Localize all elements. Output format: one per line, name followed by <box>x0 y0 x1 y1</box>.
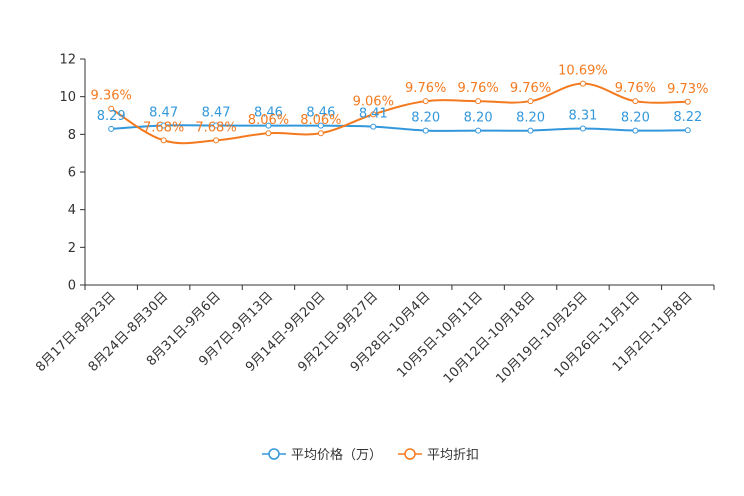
data-label: 8.29 <box>97 109 126 124</box>
data-point <box>265 122 272 129</box>
data-point <box>422 127 429 134</box>
data-label: 7.68% <box>143 120 184 135</box>
data-point <box>317 130 324 137</box>
legend-label: 平均价格（万） <box>291 447 382 463</box>
data-point <box>265 130 272 137</box>
data-label: 8.22 <box>673 110 702 125</box>
data-point <box>632 98 639 105</box>
data-point <box>108 125 115 132</box>
y-tick-label: 12 <box>59 53 76 68</box>
data-point <box>422 98 429 105</box>
legend-item-1: 平均价格（万） <box>262 447 382 463</box>
legend: 平均价格（万） 平均折扣 <box>262 447 479 463</box>
legend-item-2: 平均折扣 <box>398 448 479 463</box>
y-tick-label: 4 <box>68 203 76 218</box>
data-label: 9.76% <box>457 81 498 96</box>
data-point <box>213 122 220 129</box>
data-point <box>160 137 167 144</box>
data-label: 9.76% <box>615 81 656 96</box>
data-label: 9.06% <box>353 94 394 109</box>
data-point <box>475 98 482 105</box>
series-line-1 <box>111 124 688 132</box>
data-label: 8.06% <box>300 113 341 128</box>
series-line-2 <box>110 82 688 145</box>
y-tick-label: 6 <box>68 166 76 181</box>
data-label: 8.20 <box>464 111 493 126</box>
data-label: 8.47 <box>202 105 231 120</box>
data-label: 8.06% <box>248 113 289 128</box>
data-point <box>213 137 220 144</box>
data-point <box>527 98 534 105</box>
data-label: 8.46 <box>254 106 283 121</box>
y-tick-label: 2 <box>68 241 76 256</box>
data-label: 9.73% <box>667 82 708 97</box>
y-tick-label: 8 <box>68 128 76 143</box>
data-label: 8.20 <box>621 111 650 126</box>
data-point <box>579 125 586 132</box>
data-labels: 8.29 8.47 8.47 8.46 8.46 8.41 8.20 8.20 8.20 8.31… <box>91 64 709 136</box>
data-point <box>684 98 691 105</box>
data-point <box>579 80 586 87</box>
data-label: 8.46 <box>306 106 335 121</box>
data-point <box>684 127 691 134</box>
data-point <box>108 105 115 112</box>
legend-label: 平均折扣 <box>427 448 479 463</box>
data-label: 9.76% <box>510 81 551 96</box>
data-label: 9.36% <box>91 89 132 104</box>
data-label: 8.20 <box>516 111 545 126</box>
x-tick-label: 10月19日-10月25日 <box>493 289 590 386</box>
legend-marker <box>404 448 416 460</box>
data-point <box>632 127 639 134</box>
data-label: 10.69% <box>558 64 608 79</box>
data-point <box>370 123 377 130</box>
y-tick-label: 10 <box>59 90 76 105</box>
y-tick-label: 0 <box>68 279 76 294</box>
data-point <box>475 127 482 134</box>
data-point <box>160 122 167 129</box>
data-point <box>317 122 324 129</box>
data-label: 8.20 <box>411 111 440 126</box>
data-point <box>370 111 377 118</box>
data-label: 8.47 <box>149 105 178 120</box>
x-tick-label: 10月12日-10月18日 <box>441 289 538 386</box>
data-label: 8.41 <box>359 107 388 122</box>
data-label: 8.31 <box>568 108 597 123</box>
data-label: 7.68% <box>195 120 236 135</box>
data-label: 9.76% <box>405 81 446 96</box>
data-point <box>527 127 534 134</box>
series-layer <box>108 80 691 145</box>
legend-marker <box>268 448 280 460</box>
